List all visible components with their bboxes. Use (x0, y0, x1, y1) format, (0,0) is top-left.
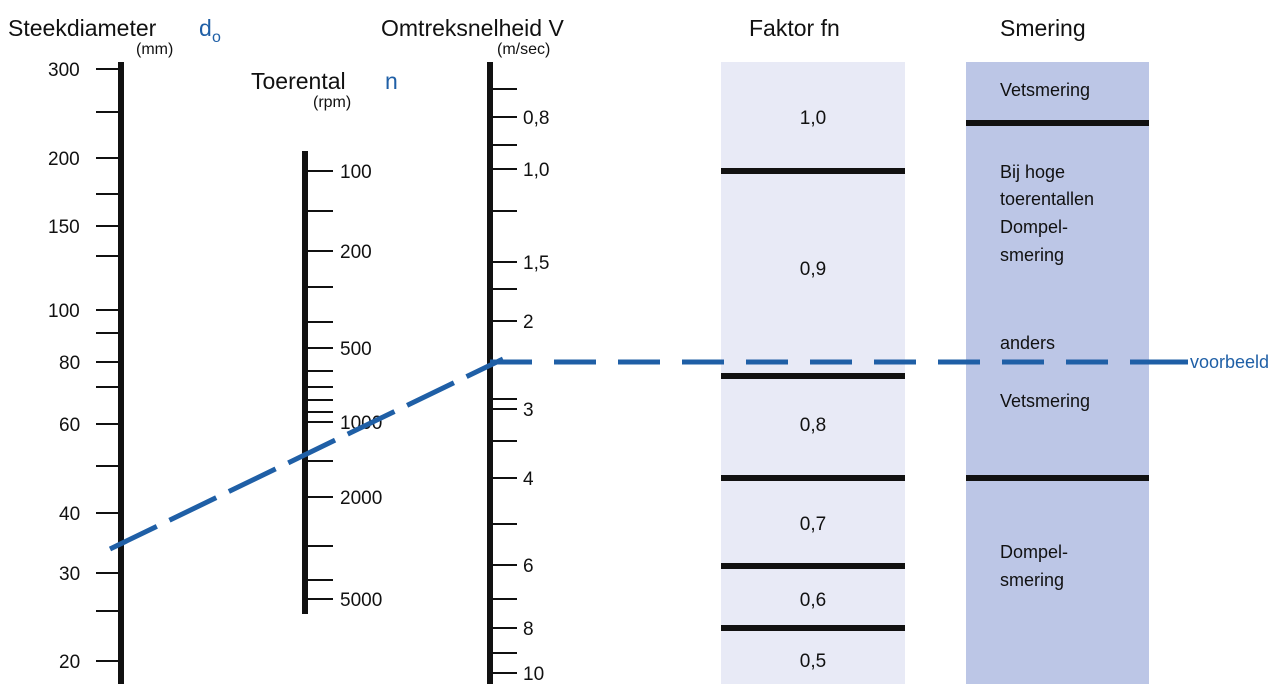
toerental-symbol: n (385, 68, 398, 94)
smering-vet-top: Vetsmering (1000, 80, 1090, 100)
steek-major-ticks (96, 68, 121, 662)
fn-title: Faktor fn (749, 15, 840, 41)
smering-bij-hoge-line4: smering (1000, 245, 1064, 265)
steek-title: Steekdiameter (8, 15, 157, 41)
toerental-label-200: 200 (340, 242, 372, 263)
omtrek-title: Omtreksnelheid V (381, 15, 564, 41)
toerental-label-100: 100 (340, 162, 372, 183)
fn-value-1-0: 1,0 (800, 108, 826, 129)
steek-label-80: 80 (59, 353, 80, 374)
smering-dompel-line1: Dompel- (1000, 542, 1068, 562)
smering-bij-hoge-line1: Bij hoge (1000, 162, 1065, 182)
toerental-axis: 100 200 500 1000 2000 5000 (302, 151, 382, 614)
fn-value-0-8: 0,8 (800, 415, 826, 436)
smering-anders: anders (1000, 333, 1055, 353)
steek-label-20: 20 (59, 652, 80, 673)
omtrek-label-4: 4 (523, 469, 534, 490)
toerental-label-2000: 2000 (340, 488, 382, 509)
toerental-label-5000: 5000 (340, 590, 382, 611)
omtrek-label-3: 3 (523, 400, 534, 421)
omtrek-label-10: 10 (523, 664, 544, 684)
fn-value-0-9: 0,9 (800, 259, 826, 280)
toerental-title: Toerental (251, 68, 346, 94)
steek-label-300: 300 (48, 60, 80, 81)
steek-label-100: 100 (48, 301, 80, 322)
omtrek-label-2: 2 (523, 312, 534, 333)
fn-dividers (721, 168, 905, 631)
omtrek-label-0-8: 0,8 (523, 108, 549, 129)
fn-value-0-7: 0,7 (800, 514, 826, 535)
toerental-minor-ticks (305, 210, 333, 581)
example-label: voorbeeld (1190, 352, 1269, 372)
steek-label-150: 150 (48, 217, 80, 238)
toerental-major-ticks (305, 170, 333, 600)
example-diagonal-line (108, 356, 505, 552)
fn-value-0-5: 0,5 (800, 651, 826, 672)
fn-value-0-6: 0,6 (800, 590, 826, 611)
steek-symbol: d (199, 15, 212, 41)
omtrek-label-1-5: 1,5 (523, 253, 549, 274)
steek-minor-ticks (96, 111, 121, 612)
fn-values: 1,0 0,9 0,8 0,7 0,6 0,5 (800, 108, 826, 672)
smering-title: Smering (1000, 15, 1086, 41)
omtrek-label-8: 8 (523, 619, 534, 640)
steek-subscript: o (212, 29, 221, 46)
steek-label-30: 30 (59, 564, 80, 585)
example-lines (108, 356, 1188, 552)
omtrek-minor-ticks (490, 88, 517, 654)
smering-bij-hoge-line3: Dompel- (1000, 217, 1068, 237)
steek-label-200: 200 (48, 149, 80, 170)
omtrek-axis: 0,8 1,0 1,5 2 3 4 6 8 10 (487, 62, 549, 684)
omtrek-label-1-0: 1,0 (523, 160, 549, 181)
smering-vet-mid: Vetsmering (1000, 391, 1090, 411)
smering-dompel-line2: smering (1000, 570, 1064, 590)
omtrek-unit: (m/sec) (497, 41, 550, 58)
steek-label-40: 40 (59, 504, 80, 525)
toerental-unit: (rpm) (313, 94, 351, 111)
steek-label-60: 60 (59, 415, 80, 436)
toerental-label-500: 500 (340, 339, 372, 360)
steek-axis: 300 200 150 100 80 60 40 30 20 (48, 60, 124, 684)
steek-unit: (mm) (136, 41, 173, 58)
toerental-label-1000: 1000 (340, 413, 382, 434)
omtrek-label-6: 6 (523, 556, 534, 577)
smering-text: Vetsmering Bij hoge toerentallen Dompel-… (1000, 80, 1094, 590)
smering-dividers (966, 120, 1149, 481)
smering-bij-hoge-line2: toerentallen (1000, 189, 1094, 209)
omtrek-major-ticks (490, 116, 517, 674)
smering-column-bg (966, 62, 1149, 684)
